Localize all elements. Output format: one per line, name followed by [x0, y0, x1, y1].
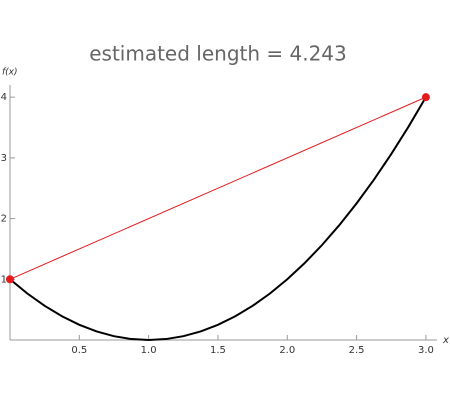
chart-title: estimated length = 4.243	[89, 42, 347, 66]
series-line	[9, 96, 427, 342]
x-axis-label: x	[442, 335, 449, 346]
y-tick-label: 1	[1, 274, 7, 285]
y-tick-label: 4	[1, 92, 7, 103]
x-tick-label: 3.0	[418, 345, 434, 356]
point	[421, 93, 430, 102]
y-tick-label: 2	[1, 214, 7, 225]
y-tick-label: 3	[1, 153, 7, 164]
series-line	[9, 96, 427, 280]
x-tick-label: 2.5	[349, 345, 365, 356]
x-tick-label: 0.5	[71, 345, 87, 356]
x-tick-label: 2.0	[279, 345, 295, 356]
x-tick-label: 1.5	[210, 345, 226, 356]
x-tick-label: 1.0	[141, 345, 157, 356]
point	[6, 275, 14, 284]
y-axis-label: f(x)	[2, 68, 18, 78]
